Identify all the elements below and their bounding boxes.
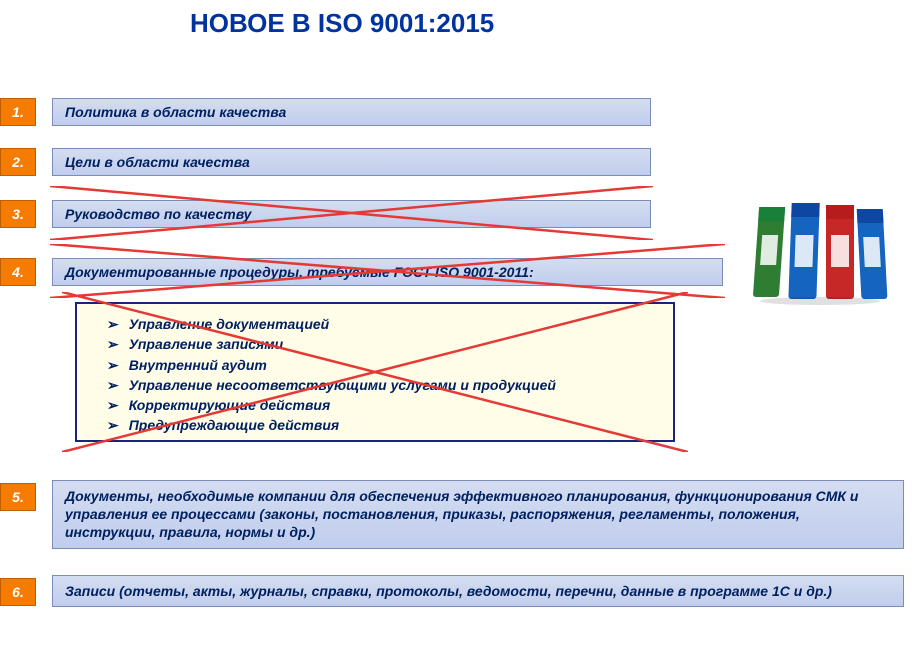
badge-6: 6. <box>0 578 36 606</box>
badge-3: 3. <box>0 200 36 228</box>
list-item: Управление документацией <box>107 314 643 334</box>
list-item: Корректирующие действия <box>107 395 643 415</box>
binders-icon <box>740 195 895 305</box>
list-item: Предупреждающие действия <box>107 415 643 435</box>
list-item: Управление несоответствующими услугами и… <box>107 375 643 395</box>
page-title: НОВОЕ В ISO 9001:2015 <box>190 8 494 39</box>
badge-2: 2. <box>0 148 36 176</box>
item-bar-4: Документированные процедуры, требуемые Г… <box>52 258 723 286</box>
list-item: Внутренний аудит <box>107 355 643 375</box>
badge-4: 4. <box>0 258 36 286</box>
list-item: Управление записями <box>107 334 643 354</box>
item-bar-5: Документы, необходимые компании для обес… <box>52 480 904 549</box>
badge-5: 5. <box>0 483 36 511</box>
procedures-box: Управление документацией Управление запи… <box>75 302 675 442</box>
item-bar-3: Руководство по качеству <box>52 200 651 228</box>
item-bar-6: Записи (отчеты, акты, журналы, справки, … <box>52 575 904 607</box>
item-bar-1: Политика в области качества <box>52 98 651 126</box>
badge-1: 1. <box>0 98 36 126</box>
item-bar-2: Цели в области качества <box>52 148 651 176</box>
procedures-list: Управление документацией Управление запи… <box>107 314 643 436</box>
